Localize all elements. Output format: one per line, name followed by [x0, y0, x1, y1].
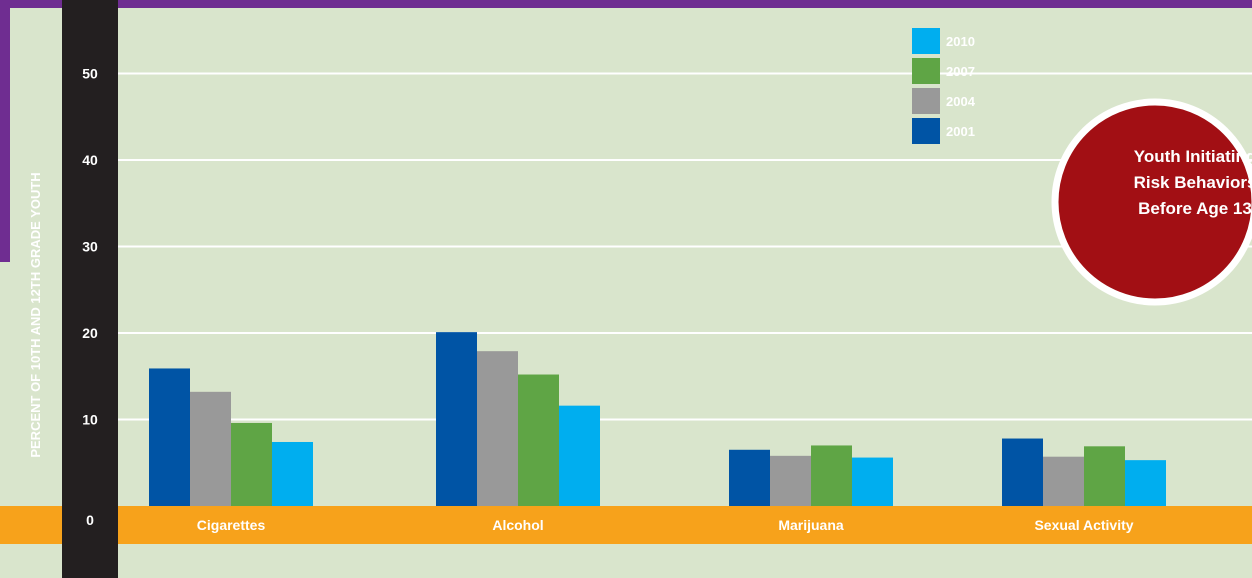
legend-label-2010: 2010 [946, 34, 975, 49]
bar-cigarettes-2004 [190, 391, 231, 506]
bar-alcohol-2007 [518, 374, 559, 506]
bar-sexual-activity-2010 [1125, 460, 1166, 506]
bar-alcohol-2004 [477, 351, 518, 506]
legend: 2010 2007 2004 2001 [912, 28, 976, 144]
y-tick-0: 0 [86, 512, 94, 528]
legend-swatch-2007 [912, 58, 940, 84]
category-label-sexual-activity: Sexual Activity [1034, 517, 1133, 533]
category-labels: Cigarettes Alcohol Marijuana Sexual Activit… [197, 517, 1134, 533]
y-tick-40: 40 [82, 152, 98, 168]
bar-marijuana-2010 [852, 457, 893, 506]
badge-line-3: Before Age 13 [1138, 199, 1252, 218]
category-label-marijuana: Marijuana [778, 517, 844, 533]
bar-marijuana-2004 [770, 455, 811, 506]
y-tick-20: 20 [82, 325, 98, 341]
bar-alcohol-2010 [559, 405, 600, 506]
y-tick-30: 30 [82, 239, 98, 255]
bar-sexual-activity-2004 [1043, 456, 1084, 506]
bars [149, 332, 1166, 506]
badge-line-2: Risk Behaviors [1134, 173, 1252, 192]
badge-circle [1051, 98, 1252, 306]
bar-sexual-activity-2007 [1084, 446, 1125, 506]
bar-cigarettes-2001 [149, 368, 190, 506]
y-tick-10: 10 [82, 412, 98, 428]
badge-line-1: Youth Initiating [1134, 147, 1252, 166]
bar-cigarettes-2007 [231, 422, 272, 506]
category-label-cigarettes: Cigarettes [197, 517, 266, 533]
bar-cigarettes-2010 [272, 441, 313, 506]
title-badge: Youth Initiating Risk Behaviors Before A… [1051, 98, 1252, 306]
category-label-alcohol: Alcohol [492, 517, 543, 533]
y-axis-bar [62, 0, 118, 578]
bar-sexual-activity-2001 [1002, 438, 1043, 506]
y-tick-labels: 0 10 20 30 40 50 [82, 66, 98, 529]
legend-swatch-2010 [912, 28, 940, 54]
left-accent-strip [0, 0, 10, 262]
y-tick-50: 50 [82, 66, 98, 82]
legend-label-2001: 2001 [946, 124, 975, 139]
bar-marijuana-2001 [729, 449, 770, 506]
legend-label-2007: 2007 [946, 64, 975, 79]
bar-alcohol-2001 [436, 332, 477, 506]
baseline-bar [0, 506, 1252, 544]
bar-marijuana-2007 [811, 445, 852, 506]
top-bar [0, 0, 1252, 8]
legend-swatch-2001 [912, 118, 940, 144]
legend-label-2004: 2004 [946, 94, 976, 109]
y-axis-label: PERCENT OF 10TH AND 12TH GRADE YOUTH [28, 172, 43, 457]
legend-swatch-2004 [912, 88, 940, 114]
